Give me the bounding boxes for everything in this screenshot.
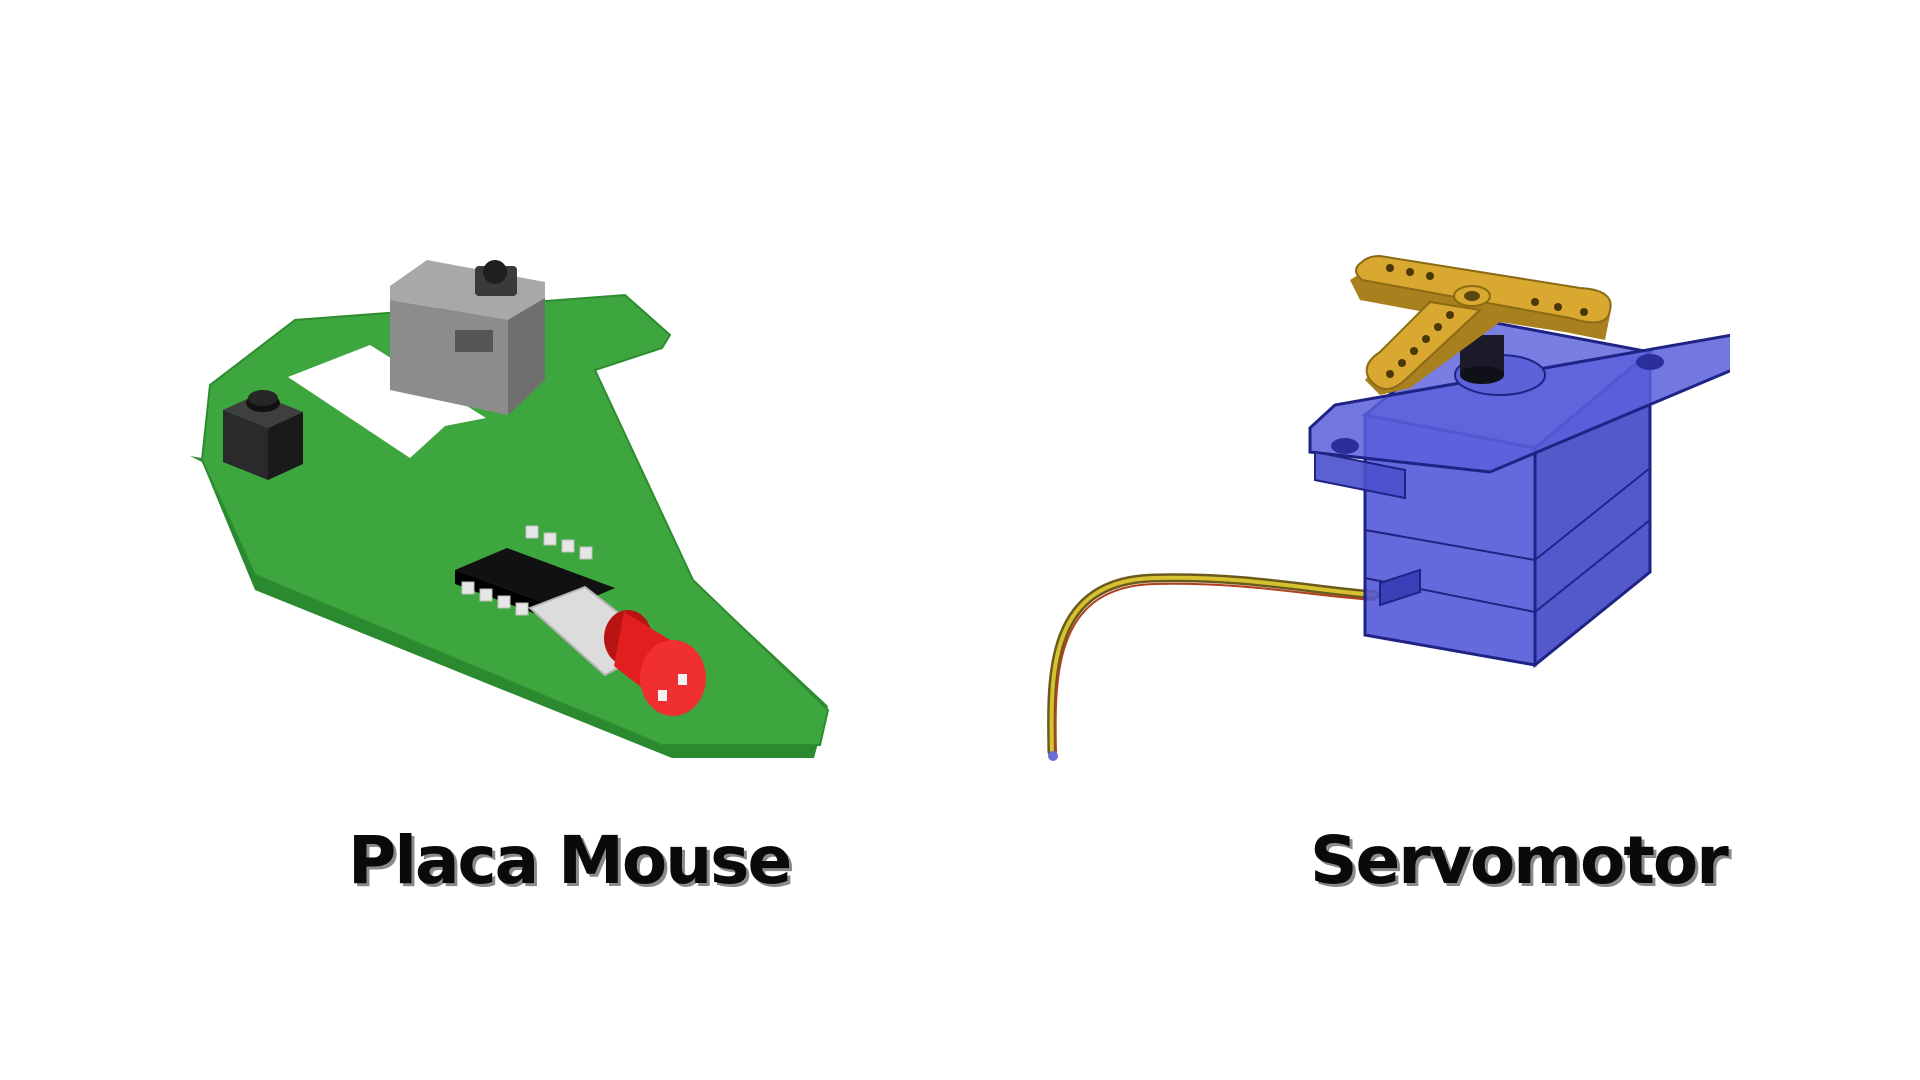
caption-placa-mouse: Placa Mouse — [348, 822, 792, 899]
servo-cable-entry — [1379, 568, 1421, 607]
tactile-button-cap — [248, 390, 278, 406]
tactile-button-side — [268, 412, 303, 480]
servo-seam — [1534, 467, 1651, 561]
ic-chip-pins — [461, 525, 593, 616]
servo-horn — [1350, 254, 1612, 395]
servo-cable-end — [1048, 751, 1058, 761]
servo-shaft-bottom — [1460, 366, 1504, 384]
pcb-cutout — [288, 345, 486, 458]
servo-cable — [1047, 573, 1380, 757]
servo-flange — [1308, 333, 1730, 474]
slide-switch-knob — [455, 330, 493, 352]
servo-cable-yellow — [1049, 575, 1377, 754]
caption-servomotor: Servomotor — [1310, 822, 1729, 899]
flange-hole — [1331, 438, 1359, 454]
led-lead — [658, 690, 667, 701]
servo-cable-red — [1054, 582, 1376, 753]
flange-hole — [1636, 354, 1664, 370]
servo-motor-illustration — [1047, 254, 1730, 761]
led-face — [640, 640, 706, 716]
slide-switch-front — [390, 300, 508, 415]
slide-switch-side — [508, 298, 545, 415]
servo-seam — [1534, 519, 1651, 613]
switch-button-cap — [483, 260, 507, 284]
servo-seam — [1364, 529, 1536, 561]
led-lead — [678, 674, 687, 685]
tactile-button-front — [223, 410, 268, 480]
pcb-mouse-board-illustration — [190, 260, 830, 758]
servo-flange-tab — [1314, 450, 1406, 500]
